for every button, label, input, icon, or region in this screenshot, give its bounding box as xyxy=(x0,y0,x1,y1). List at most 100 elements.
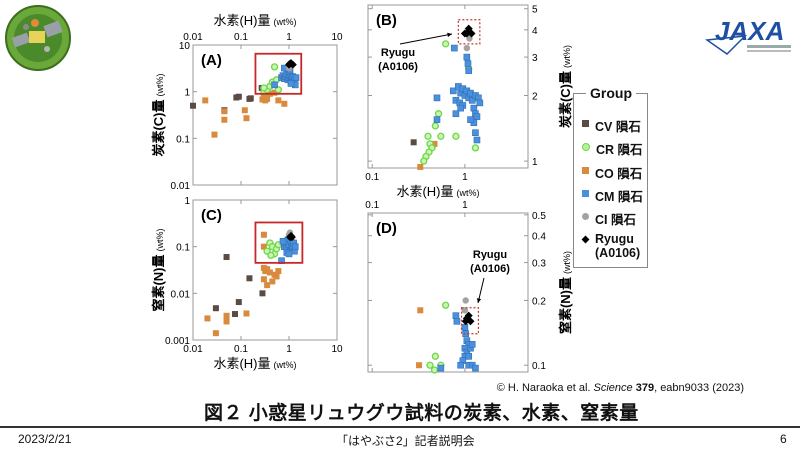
page-number: 6 xyxy=(780,432,787,446)
footer-event: 「はやぶさ2」記者説明会 xyxy=(336,434,475,448)
point-cv xyxy=(247,95,254,102)
legend-label: CO 隕石 xyxy=(595,167,643,181)
x-tick-label: 1 xyxy=(286,32,292,43)
point-cm xyxy=(285,250,293,258)
ryugu-highlight-box xyxy=(254,52,303,95)
legend-label: CM 隕石 xyxy=(595,190,643,204)
y-tick-label: 2 xyxy=(532,91,538,102)
square-marker-icon xyxy=(582,190,589,197)
point-co xyxy=(264,95,271,102)
citation-journal: Science xyxy=(593,382,633,394)
x-tick-label: 0.1 xyxy=(365,172,379,183)
point-cm xyxy=(287,80,295,87)
legend-label: Ryugu (A0106) xyxy=(595,232,640,260)
point-cm xyxy=(271,81,278,89)
point-cm xyxy=(292,74,300,81)
point-ryugu xyxy=(466,317,475,326)
x-tick-label: 10 xyxy=(331,344,343,355)
plot-frame xyxy=(367,4,529,169)
point-ryugu xyxy=(287,233,296,242)
y-tick-label: 1 xyxy=(184,88,190,99)
y-axis-unit: (wt%) xyxy=(562,251,572,274)
ryugu-highlight-box xyxy=(457,19,481,45)
point-co xyxy=(223,318,230,325)
point-co xyxy=(212,330,219,337)
x-axis-title: 水素(H)量 (wt%) xyxy=(213,356,296,371)
point-cm xyxy=(467,116,474,123)
legend: Group CV 隕石 CR 隕石 CO 隕石 CM 隕石 CI 隕石 Ryug… xyxy=(573,85,648,268)
y-tick-label: 1 xyxy=(184,196,190,207)
x-axis-label: 水素(H)量 xyxy=(213,356,270,371)
legend-label: CR 隕石 xyxy=(596,143,643,157)
point-co xyxy=(269,278,276,285)
point-cm xyxy=(433,94,441,102)
point-co xyxy=(260,243,267,250)
point-cv xyxy=(232,311,239,318)
citation-volume: 379 xyxy=(632,382,655,394)
point-cr xyxy=(442,40,450,48)
point-cr xyxy=(424,132,432,140)
figure-title: 図２ 小惑星リュウグウ試料の炭素、水素、窒素量 xyxy=(204,403,639,424)
point-ci xyxy=(461,307,469,314)
point-co xyxy=(275,97,282,104)
citation-suffix: , eabn9033 (2023) xyxy=(654,382,744,394)
x-tick-label: 1 xyxy=(462,172,468,183)
point-co xyxy=(243,310,250,317)
diamond-marker-icon xyxy=(581,235,590,244)
y-tick-label: 0.1 xyxy=(176,243,190,254)
ryugu-highlight-box xyxy=(460,307,480,335)
y-axis-label: 炭素(C)量 xyxy=(558,71,573,128)
point-cr xyxy=(260,84,268,92)
point-cv xyxy=(410,139,417,146)
point-co xyxy=(264,266,271,273)
point-cv xyxy=(235,93,242,100)
point-cm xyxy=(468,341,476,348)
point-cr xyxy=(452,132,460,140)
legend-label-line1: Ryugu xyxy=(595,232,634,246)
x-axis-unit: (wt%) xyxy=(457,188,480,198)
point-co xyxy=(271,89,278,96)
x-axis-title: 水素(H)量 (wt%) xyxy=(213,13,296,28)
point-cr xyxy=(267,251,275,260)
y-axis-label: 窒素(N)量 xyxy=(151,254,166,311)
x-tick-label: 0.1 xyxy=(365,200,379,211)
y-axis-unit: (wt%) xyxy=(562,45,572,68)
x-axis-unit: (wt%) xyxy=(274,17,297,27)
legend-item-cv: CV 隕石 xyxy=(582,116,641,135)
x-tick-label: 0.01 xyxy=(183,32,203,43)
point-cr xyxy=(431,122,440,130)
point-cm xyxy=(472,364,479,372)
y-axis-unit: (wt%) xyxy=(155,228,165,251)
point-cm xyxy=(472,129,479,137)
point-cv xyxy=(235,299,242,306)
point-ci xyxy=(462,297,469,304)
y-tick-label: 1 xyxy=(532,157,538,168)
y-tick-label: 0.3 xyxy=(532,259,546,270)
citation: © H. Naraoka et al. Science 379, eabn903… xyxy=(497,382,744,394)
square-marker-icon xyxy=(582,167,589,174)
point-co xyxy=(243,115,250,122)
y-axis-label: 窒素(N)量 xyxy=(558,277,573,334)
point-cm xyxy=(452,312,460,319)
y-axis-unit: (wt%) xyxy=(155,73,165,96)
panel-label: (A) xyxy=(201,52,222,69)
legend-title: Group xyxy=(586,85,636,101)
x-tick-label: 1 xyxy=(286,344,292,355)
annotation-sample-id: (A0106) xyxy=(378,61,418,73)
square-marker-icon xyxy=(582,120,589,127)
point-cr xyxy=(270,63,279,71)
point-co xyxy=(211,131,218,138)
point-cm xyxy=(457,361,464,369)
y-axis-title: 炭素(C)量 (wt%) xyxy=(151,73,166,156)
legend-item-cm: CM 隕石 xyxy=(582,186,643,205)
plot-frame xyxy=(367,212,529,373)
arrowhead-icon xyxy=(447,32,452,37)
plot-frame xyxy=(192,44,338,186)
point-co xyxy=(204,315,211,322)
point-cr xyxy=(274,86,283,94)
point-co xyxy=(431,140,438,147)
x-tick-label: 0.1 xyxy=(234,32,248,43)
point-cr xyxy=(420,157,428,165)
legend-label: CI 隕石 xyxy=(595,213,636,227)
